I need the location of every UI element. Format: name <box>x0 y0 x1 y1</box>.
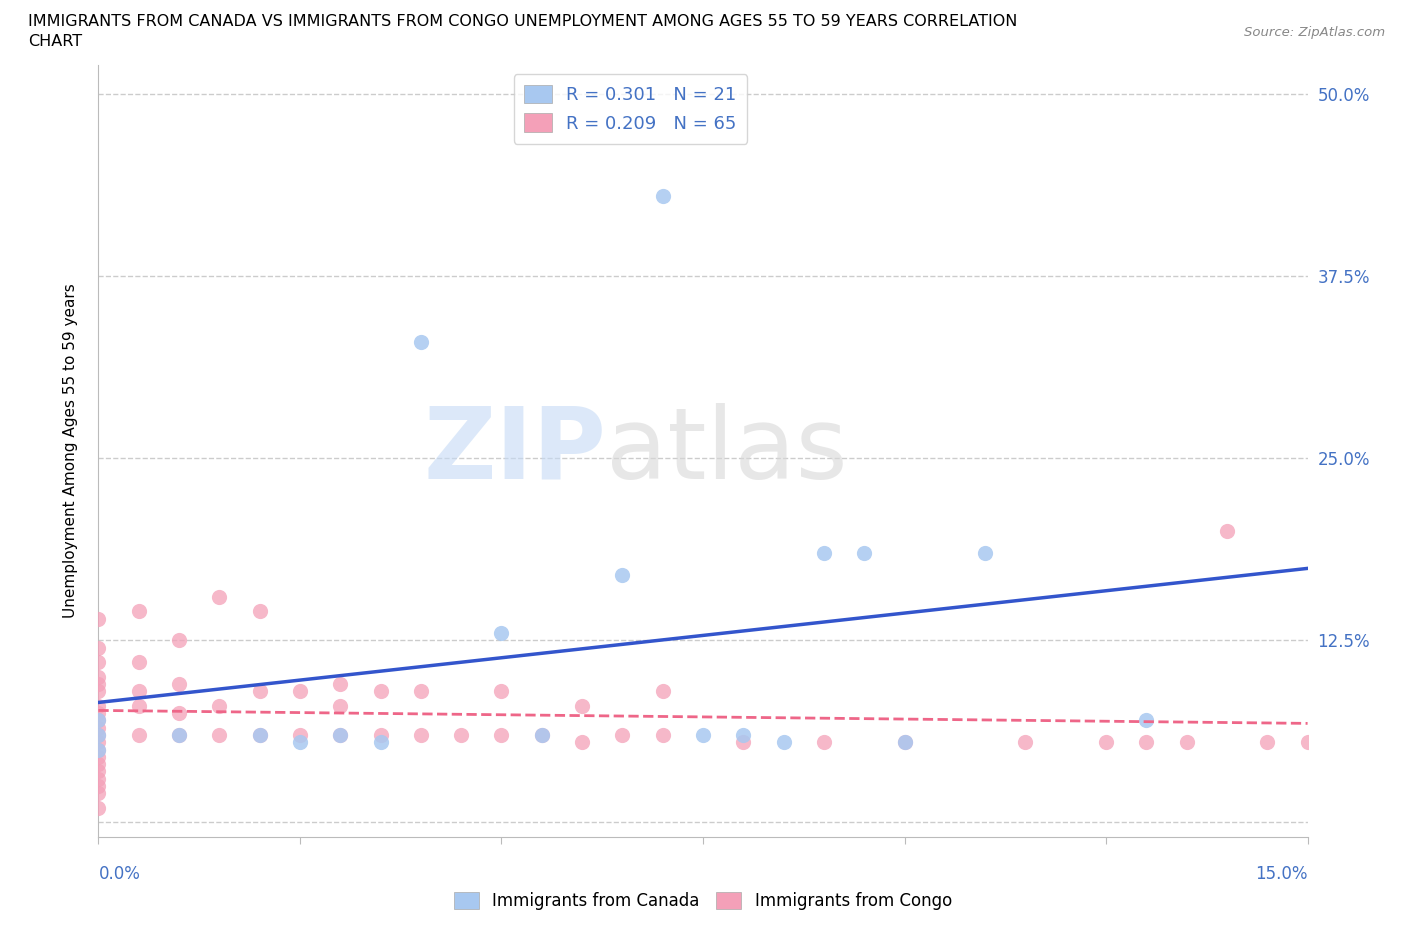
Point <box>329 698 352 713</box>
Point <box>1296 735 1319 750</box>
Point <box>530 727 553 742</box>
Point <box>87 640 110 655</box>
Point <box>893 735 915 750</box>
Point <box>249 604 271 618</box>
Point <box>491 684 513 698</box>
Point <box>87 750 110 764</box>
Point <box>1216 524 1239 538</box>
Point <box>87 727 110 742</box>
Point <box>249 684 271 698</box>
Point <box>87 764 110 779</box>
Point <box>893 735 915 750</box>
Text: IMMIGRANTS FROM CANADA VS IMMIGRANTS FROM CONGO UNEMPLOYMENT AMONG AGES 55 TO 59: IMMIGRANTS FROM CANADA VS IMMIGRANTS FRO… <box>28 14 1018 29</box>
Text: 15.0%: 15.0% <box>1256 865 1308 883</box>
Point <box>87 742 110 757</box>
Point <box>530 727 553 742</box>
Point <box>288 735 311 750</box>
Point <box>1376 735 1399 750</box>
Point <box>87 801 110 816</box>
Point <box>450 727 472 742</box>
Point <box>409 335 432 350</box>
Point <box>128 604 150 618</box>
Point <box>288 727 311 742</box>
Point <box>87 721 110 736</box>
Point <box>87 706 110 721</box>
Point <box>128 655 150 670</box>
Point <box>128 698 150 713</box>
Point <box>167 677 190 692</box>
Point <box>87 684 110 698</box>
Point <box>329 727 352 742</box>
Legend: Immigrants from Canada, Immigrants from Congo: Immigrants from Canada, Immigrants from … <box>447 885 959 917</box>
Point <box>87 713 110 728</box>
Point <box>128 684 150 698</box>
Point <box>87 771 110 786</box>
Point <box>167 727 190 742</box>
Point <box>370 727 392 742</box>
Point <box>87 698 110 713</box>
Point <box>87 786 110 801</box>
Point <box>87 727 110 742</box>
Point <box>733 727 755 742</box>
Point <box>87 742 110 757</box>
Point <box>1014 735 1036 750</box>
Text: 0.0%: 0.0% <box>98 865 141 883</box>
Point <box>87 677 110 692</box>
Text: ZIP: ZIP <box>423 403 606 499</box>
Text: atlas: atlas <box>606 403 848 499</box>
Point <box>571 698 593 713</box>
Point <box>853 546 876 561</box>
Point <box>208 590 231 604</box>
Point <box>974 546 997 561</box>
Point <box>571 735 593 750</box>
Point <box>208 727 231 742</box>
Point <box>409 727 432 742</box>
Point <box>612 727 634 742</box>
Point <box>692 727 714 742</box>
Point <box>491 727 513 742</box>
Point <box>167 633 190 648</box>
Point <box>87 611 110 626</box>
Point <box>87 757 110 772</box>
Point <box>733 735 755 750</box>
Point <box>651 189 673 204</box>
Point <box>249 727 271 742</box>
Point <box>1256 735 1278 750</box>
Point <box>87 735 110 750</box>
Point <box>813 546 835 561</box>
Point <box>288 684 311 698</box>
Point <box>329 727 352 742</box>
Point <box>87 670 110 684</box>
Point <box>409 684 432 698</box>
Point <box>612 567 634 582</box>
Point <box>329 677 352 692</box>
Y-axis label: Unemployment Among Ages 55 to 59 years: Unemployment Among Ages 55 to 59 years <box>63 284 77 618</box>
Point <box>1095 735 1118 750</box>
Point <box>772 735 794 750</box>
Point <box>651 684 673 698</box>
Point <box>651 727 673 742</box>
Point <box>370 735 392 750</box>
Point <box>208 698 231 713</box>
Text: CHART: CHART <box>28 34 82 49</box>
Point <box>1135 713 1157 728</box>
Point <box>128 727 150 742</box>
Point <box>87 778 110 793</box>
Point <box>167 727 190 742</box>
Text: Source: ZipAtlas.com: Source: ZipAtlas.com <box>1244 26 1385 39</box>
Point <box>1175 735 1198 750</box>
Point <box>370 684 392 698</box>
Legend: R = 0.301   N = 21, R = 0.209   N = 65: R = 0.301 N = 21, R = 0.209 N = 65 <box>513 74 747 143</box>
Point <box>167 706 190 721</box>
Point <box>249 727 271 742</box>
Point <box>491 626 513 641</box>
Point <box>1135 735 1157 750</box>
Point <box>813 735 835 750</box>
Point <box>1337 735 1360 750</box>
Point <box>87 713 110 728</box>
Point <box>87 655 110 670</box>
